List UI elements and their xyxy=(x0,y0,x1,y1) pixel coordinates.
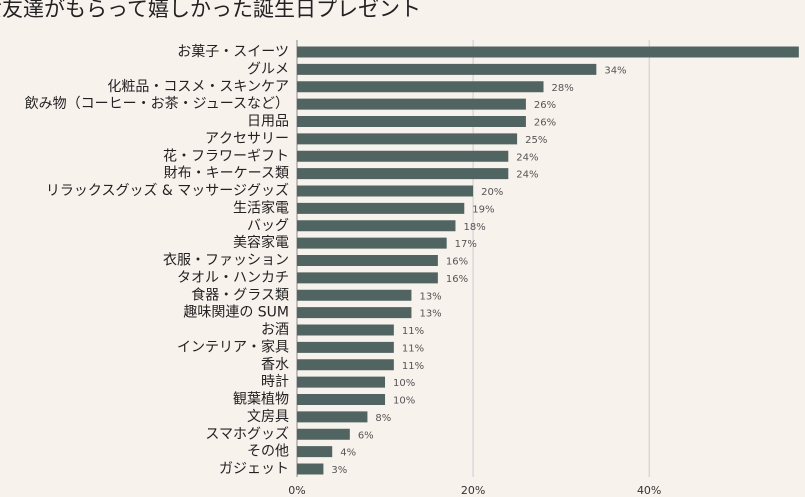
y-tick-label: 花・フラワーギフト xyxy=(163,148,289,164)
y-tick-label: お酒 xyxy=(261,322,289,338)
y-tick-label: お菓子・スイーツ xyxy=(177,44,289,60)
y-tick-label: 美容家電 xyxy=(233,234,289,251)
bar xyxy=(297,63,597,75)
value-label: 13% xyxy=(419,291,441,302)
value-label: 24% xyxy=(516,152,538,163)
value-label: 11% xyxy=(402,361,424,372)
value-label: 20% xyxy=(481,187,503,198)
bar xyxy=(297,446,333,458)
bar xyxy=(297,341,394,353)
value-label: 11% xyxy=(402,343,424,354)
bar xyxy=(297,411,368,423)
bar xyxy=(297,428,350,440)
bar xyxy=(297,202,465,214)
y-tick-label: 飲み物（コーヒー・お茶・ジュースなど） xyxy=(25,96,289,112)
bar xyxy=(297,307,412,319)
value-label: 17% xyxy=(455,239,477,250)
y-tick-label: アクセサリー xyxy=(205,131,289,147)
value-label: 18% xyxy=(463,222,485,233)
y-tick-label: 生活家電 xyxy=(233,199,289,216)
y-tick-label: 時計 xyxy=(261,374,289,390)
value-label: 13% xyxy=(419,309,441,320)
bar xyxy=(297,220,456,232)
value-label: 3% xyxy=(331,465,347,476)
y-tick-label: バッグ xyxy=(247,218,289,234)
y-tick-label: 香水 xyxy=(261,357,289,373)
bar xyxy=(297,289,412,301)
value-label: 6% xyxy=(358,430,374,441)
bar xyxy=(297,463,324,475)
value-label: 26% xyxy=(534,118,556,129)
y-tick-label: 財布・キーケース類 xyxy=(164,166,289,182)
y-tick-label: ガジェット xyxy=(219,461,289,477)
y-tick-label: タオル・ハンカチ xyxy=(177,270,289,286)
bar xyxy=(297,81,544,93)
value-label: 24% xyxy=(516,170,538,181)
bar xyxy=(297,116,526,127)
value-label: 19% xyxy=(472,204,494,215)
value-label: 25% xyxy=(525,135,547,146)
y-tick-label: その他 xyxy=(247,444,289,460)
bar xyxy=(297,394,386,405)
bar xyxy=(297,237,447,249)
y-tick-label: 趣味関連の SUM xyxy=(183,305,289,321)
value-label: 16% xyxy=(446,274,468,285)
bar xyxy=(297,272,438,284)
bar xyxy=(297,324,394,336)
y-tick-label: 化粧品・コスメ・スキンケア xyxy=(107,79,289,95)
y-tick-label: 文房具 xyxy=(247,409,289,425)
bar xyxy=(297,359,394,371)
bar xyxy=(297,255,438,266)
value-label: 8% xyxy=(375,413,391,424)
x-tick-label: 40% xyxy=(637,484,661,497)
y-tick-label: インテリア・家具 xyxy=(177,338,289,355)
value-label: 11% xyxy=(402,326,424,337)
bar xyxy=(297,376,386,388)
value-label: 26% xyxy=(534,100,556,111)
x-tick-label: 20% xyxy=(461,484,485,497)
value-label: 10% xyxy=(393,396,415,407)
y-tick-label: リラックスグッズ & マッサージグッズ xyxy=(46,183,289,199)
value-label: 4% xyxy=(340,448,356,459)
y-tick-label: 日用品 xyxy=(247,114,289,130)
value-label: 28% xyxy=(552,83,574,94)
value-label: 16% xyxy=(446,257,468,268)
bar xyxy=(297,168,509,180)
x-tick-label: 0% xyxy=(288,484,305,497)
y-tick-label: 食器・グラス類 xyxy=(191,286,289,303)
y-tick-label: 観葉植物 xyxy=(233,391,289,408)
chart-title: 女友達がもらって嬉しかった誕生日プレゼント xyxy=(0,0,421,21)
y-tick-label: 衣服・ファッション xyxy=(163,253,289,269)
bar xyxy=(297,150,509,162)
y-tick-label: グルメ xyxy=(247,61,289,77)
bar xyxy=(297,46,799,58)
value-label: 10% xyxy=(393,378,415,389)
value-label: 34% xyxy=(604,65,626,76)
bar xyxy=(297,185,474,197)
bar xyxy=(297,133,518,145)
bar xyxy=(297,98,526,110)
y-tick-label: スマホグッズ xyxy=(205,426,289,442)
